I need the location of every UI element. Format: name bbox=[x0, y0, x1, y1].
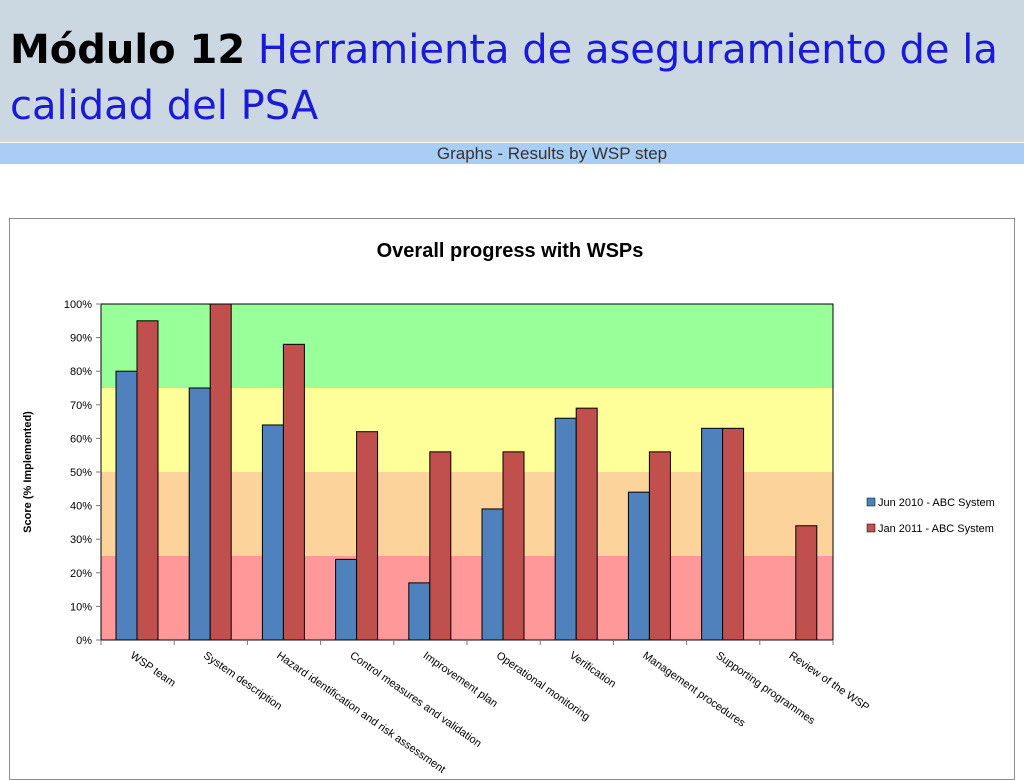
bar-1-4 bbox=[408, 582, 431, 641]
y-tick-label: 50% bbox=[70, 467, 92, 479]
legend-swatch-2 bbox=[866, 523, 876, 533]
graph-header-band: Graphs - Results by WSP step bbox=[0, 143, 1024, 164]
legend-swatch-1 bbox=[866, 497, 876, 507]
progress-chart: Overall progress with WSPs 0% 10% 20% 30% 40%… bbox=[22, 240, 995, 776]
slide-title-module: Módulo 12 bbox=[10, 27, 246, 73]
bar-2-3 bbox=[356, 431, 379, 641]
slide-title-text: Herramienta de aseguramiento de la calid… bbox=[10, 27, 998, 129]
y-tick-label: 80% bbox=[70, 366, 92, 378]
bar-1-1 bbox=[188, 387, 211, 641]
bar-1-0 bbox=[115, 370, 138, 641]
bar-2-9 bbox=[795, 525, 818, 641]
graph-header-label: Graphs - Results by WSP step bbox=[436, 144, 668, 163]
y-tick-label: 30% bbox=[70, 534, 92, 546]
bar-2-7 bbox=[648, 451, 671, 641]
x-category-label: System description bbox=[201, 650, 284, 713]
chart-title: Overall progress with WSPs bbox=[377, 240, 644, 262]
bar-2-8 bbox=[722, 427, 745, 641]
chart-frame: Overall progress with WSPs 0% 10% 20% 30% 40%… bbox=[9, 218, 1015, 780]
bar-1-6 bbox=[554, 417, 577, 641]
bar-2-1 bbox=[209, 303, 232, 641]
bar-1-3 bbox=[335, 558, 358, 641]
y-tick-label: 20% bbox=[70, 568, 92, 580]
legend-label-2: Jan 2011 - ABC System bbox=[878, 523, 994, 535]
bar-1-8 bbox=[701, 427, 724, 641]
bar-2-6 bbox=[575, 407, 598, 641]
bar-1-7 bbox=[627, 491, 650, 641]
y-tick-label: 60% bbox=[70, 433, 92, 445]
bar-1-2 bbox=[261, 424, 284, 641]
y-axis-title: Score (% Implemented) bbox=[22, 411, 34, 533]
x-category-label: Control measures and validation bbox=[347, 650, 483, 750]
x-category-label: Verification bbox=[567, 650, 618, 691]
y-tick-label: 0% bbox=[76, 635, 92, 647]
y-tick-label: 100% bbox=[64, 299, 92, 311]
bar-2-0 bbox=[136, 320, 159, 641]
bar-1-5 bbox=[481, 508, 504, 641]
bar-2-4 bbox=[429, 451, 452, 641]
title-band bbox=[0, 0, 1024, 142]
x-category-label: WSP team bbox=[128, 650, 178, 690]
y-tick-label: 90% bbox=[70, 333, 92, 345]
bar-2-5 bbox=[502, 451, 525, 641]
bar-2-2 bbox=[282, 343, 305, 641]
y-tick-label: 70% bbox=[70, 400, 92, 412]
y-tick-label: 40% bbox=[70, 501, 92, 513]
legend-label-1: Jun 2010 - ABC System bbox=[878, 497, 995, 509]
y-tick-label: 10% bbox=[70, 601, 92, 613]
x-category-label: Improvement plan bbox=[421, 650, 500, 710]
slide-title: Módulo 12 Herramienta de aseguramiento d… bbox=[10, 22, 1020, 134]
